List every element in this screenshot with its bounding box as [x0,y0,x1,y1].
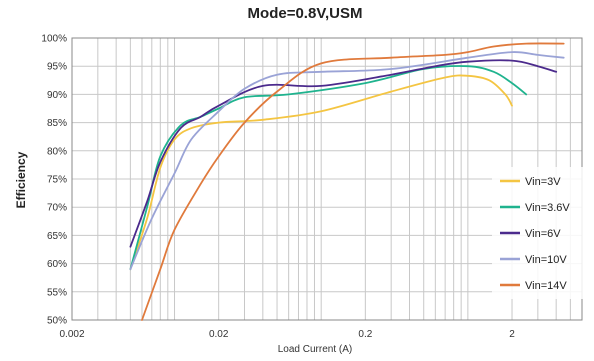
series-line-vin-10v [129,51,565,271]
x-tick-label: 2 [509,329,515,340]
chart-title: Mode=0.8V,USM [248,5,363,22]
y-tick-label: 50% [47,316,67,327]
x-tick-label: 0.2 [358,329,372,340]
y-tick-label: 70% [47,203,67,214]
y-tick-label: 75% [47,175,67,186]
y-tick-label: 95% [47,62,67,73]
legend-label-vin-14v: Vin=14V [525,280,567,292]
legend-label-vin-3v: Vin=3V [525,176,561,188]
x-tick-label: 0.002 [59,329,84,340]
y-tick-label: 60% [47,259,67,270]
y-tick-label: 85% [47,118,67,129]
y-axis-label: Efficiency [14,151,28,208]
y-tick-label: 80% [47,146,67,157]
y-tick-label: 55% [47,287,67,298]
legend: Vin=3V Vin=3.6V Vin=6V Vin=10V Vin=14V [492,167,584,299]
y-tick-label: 100% [41,34,67,45]
series-line-vin-3-6v [129,65,528,271]
series-line-vin-3v [129,74,513,271]
x-axis-label: Load Current (A) [278,344,352,355]
legend-label-vin-10v: Vin=10V [525,254,567,266]
legend-label-vin-6v: Vin=6V [525,228,561,240]
x-tick-label: 0.02 [209,329,229,340]
y-tick-labels: 100% 95% 90% 85% 80% 75% 70% 65% 60% 55% 50% [41,34,67,327]
y-tick-label: 65% [47,231,67,242]
legend-label-vin-3-6v: Vin=3.6V [525,202,570,214]
series-line-vin-6v [129,59,558,248]
x-tick-labels: 0.002 0.02 0.2 2 [59,329,515,340]
series-lines [129,42,565,321]
series-line-vin-14v [141,42,565,321]
y-tick-label: 90% [47,90,67,101]
